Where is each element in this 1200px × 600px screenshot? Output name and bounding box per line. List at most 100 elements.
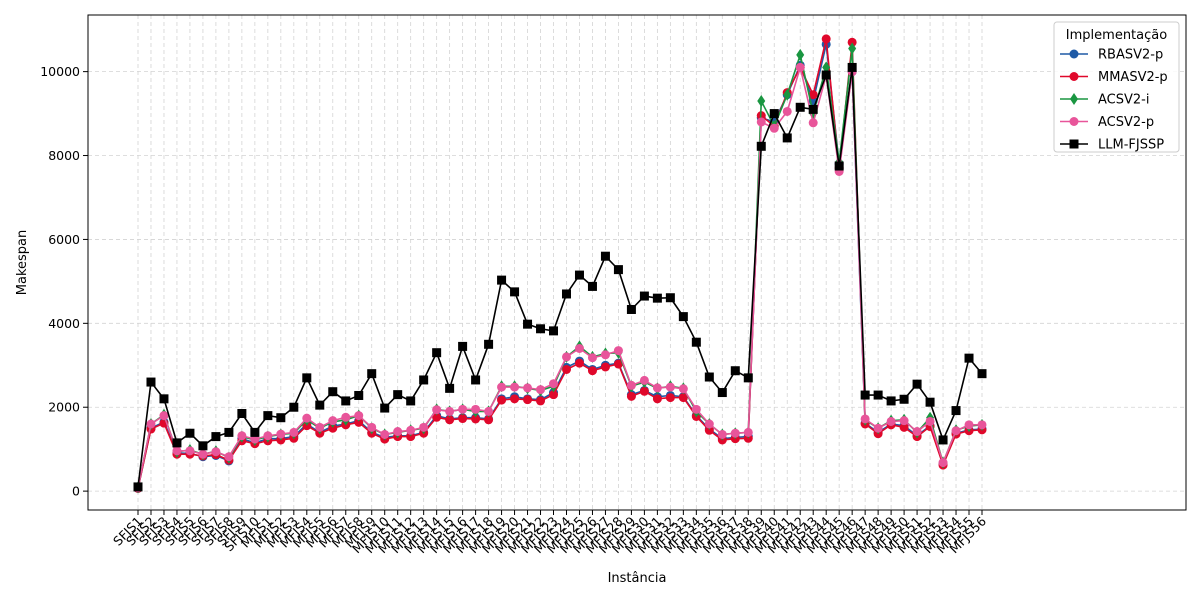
data-point — [159, 411, 169, 421]
data-point — [393, 427, 403, 437]
data-point — [341, 412, 351, 422]
data-point — [172, 446, 182, 456]
data-point — [328, 387, 338, 397]
data-point — [224, 452, 234, 462]
data-point — [587, 281, 597, 291]
data-point — [263, 431, 273, 441]
data-point — [185, 428, 195, 438]
data-point — [419, 422, 429, 432]
data-point — [678, 384, 688, 394]
data-point — [782, 106, 792, 116]
data-point — [263, 411, 273, 421]
data-point — [743, 373, 753, 383]
data-point — [925, 416, 935, 426]
data-point — [406, 432, 416, 442]
data-point — [783, 88, 792, 101]
data-point — [756, 141, 766, 151]
data-point — [639, 375, 649, 385]
data-point — [848, 42, 857, 55]
x-axis-title: Instância — [608, 571, 667, 586]
y-tick-label: 2000 — [48, 400, 80, 415]
legend-items: RBASV2-p MMASV2-p ACSV2-i ACSV2-p LLM-FJSSP — [1060, 48, 1168, 153]
y-tick-label: 6000 — [48, 232, 80, 247]
data-point — [549, 379, 559, 389]
legend-swatch-marker — [1069, 72, 1079, 81]
data-point — [899, 394, 909, 404]
data-point — [626, 380, 636, 390]
data-point — [808, 104, 818, 114]
data-point — [574, 270, 584, 280]
data-point — [613, 346, 623, 356]
legend-item: ACSV2-i — [1060, 93, 1149, 108]
data-point — [951, 406, 961, 416]
legend-swatch-marker — [1069, 49, 1079, 59]
data-point — [912, 427, 922, 437]
data-point — [432, 412, 442, 422]
series-layer — [133, 34, 987, 494]
legend-label: LLM-FJSSP — [1098, 138, 1164, 153]
data-point — [510, 287, 520, 297]
data-point — [925, 397, 935, 407]
data-point — [471, 404, 481, 414]
data-point — [146, 419, 156, 429]
data-point — [847, 37, 857, 47]
data-point — [172, 438, 182, 448]
data-point — [432, 348, 442, 358]
data-point — [626, 304, 636, 314]
data-point — [808, 118, 818, 128]
data-point — [730, 428, 740, 438]
data-point — [639, 291, 649, 301]
data-point — [302, 413, 312, 423]
series-line — [137, 43, 983, 489]
data-point — [276, 429, 286, 439]
data-point — [523, 383, 533, 393]
legend-label: ACSV2-p — [1098, 115, 1154, 130]
data-point — [587, 353, 597, 363]
data-point — [497, 382, 507, 392]
data-point — [561, 352, 571, 362]
data-point — [626, 391, 636, 401]
legend-swatch-marker — [1069, 139, 1079, 149]
data-point — [250, 427, 260, 437]
data-point — [536, 396, 546, 406]
data-point — [691, 404, 701, 414]
data-point — [717, 429, 727, 439]
data-point — [289, 427, 299, 437]
data-point — [315, 422, 325, 432]
data-point — [613, 265, 623, 275]
data-point — [665, 382, 675, 392]
data-point — [471, 375, 481, 385]
data-point — [769, 123, 779, 133]
data-point — [964, 420, 974, 430]
data-point — [367, 422, 377, 432]
legend-label: MMASV2-p — [1098, 70, 1168, 85]
data-point — [289, 402, 299, 412]
data-point — [445, 406, 455, 416]
data-point — [873, 423, 883, 433]
data-point — [523, 395, 533, 405]
data-point — [510, 382, 520, 392]
legend-item: RBASV2-p — [1060, 48, 1163, 63]
data-point — [497, 275, 507, 285]
data-point — [600, 362, 610, 372]
data-point — [237, 431, 247, 441]
data-point — [899, 416, 909, 426]
data-point — [432, 405, 442, 415]
data-point — [146, 377, 156, 387]
y-axis-title: Makespan — [15, 230, 30, 295]
data-point — [704, 372, 714, 382]
data-point — [458, 404, 468, 414]
data-point — [393, 390, 403, 400]
y-tick-label: 0 — [72, 484, 80, 499]
data-point — [822, 61, 831, 74]
legend-label: ACSV2-i — [1098, 93, 1149, 108]
data-point — [834, 161, 844, 171]
data-point — [600, 350, 610, 360]
data-point — [159, 394, 169, 404]
y-axis-ticks: 0 2000 4000 6000 8000 10000 — [40, 64, 88, 499]
data-point — [523, 319, 533, 329]
legend-title: Implementação — [1066, 28, 1167, 43]
data-point — [380, 429, 390, 439]
legend-item: ACSV2-p — [1060, 115, 1154, 130]
series-LLM-FJSSP — [133, 62, 987, 492]
